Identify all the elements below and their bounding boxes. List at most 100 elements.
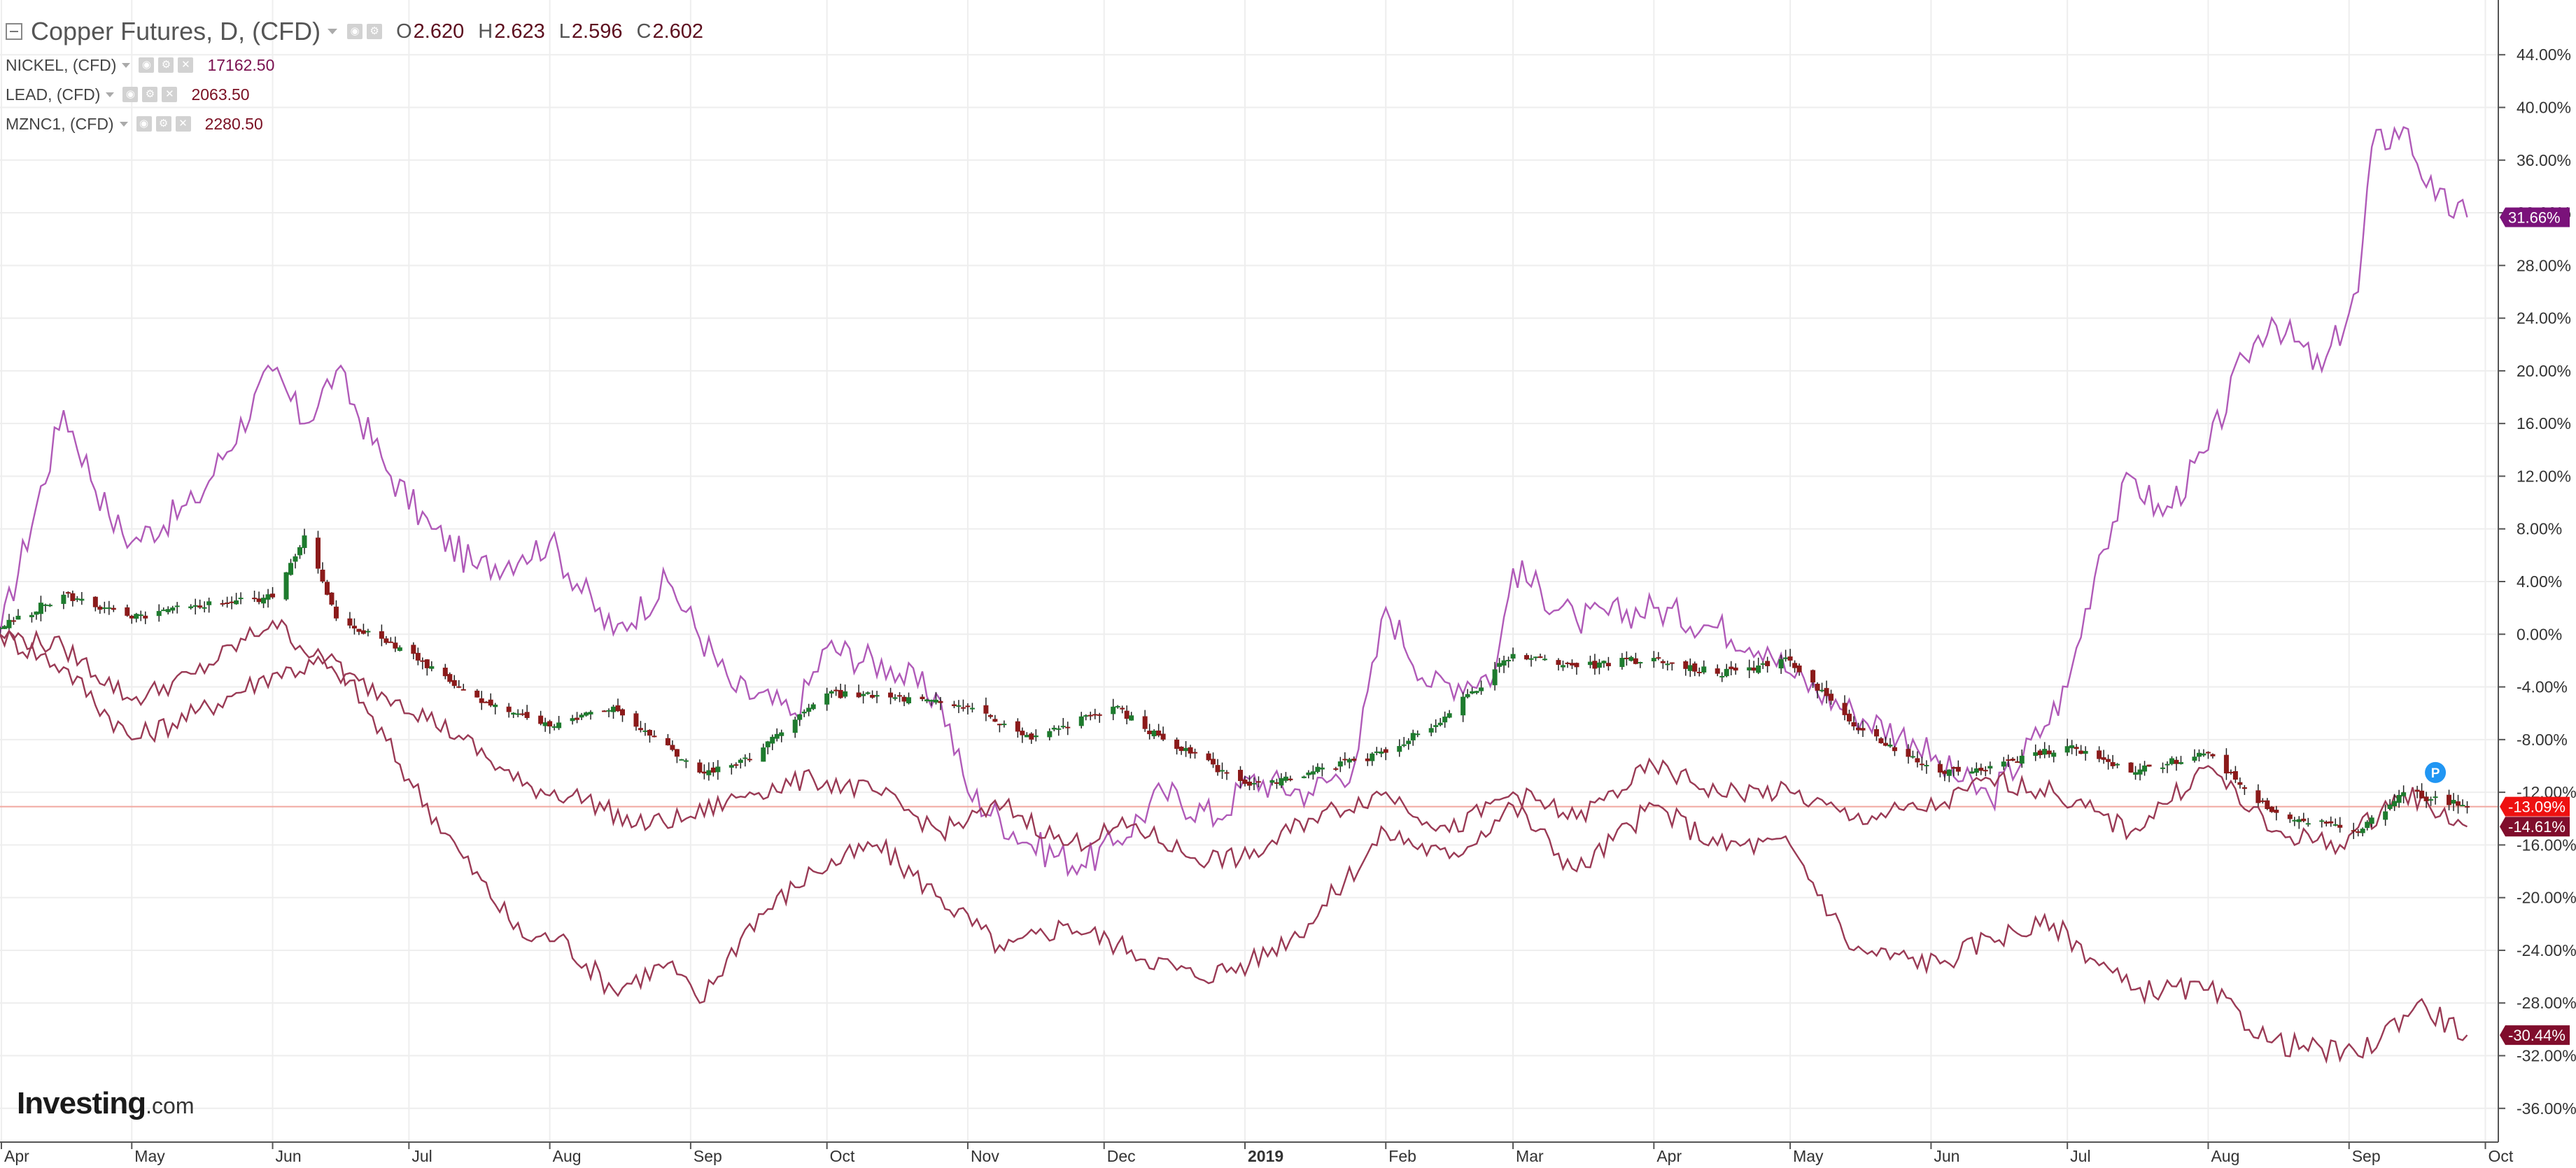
y-tick-label: 40.00%	[2517, 99, 2571, 117]
candle-body	[2015, 761, 2020, 763]
gear-icon[interactable]: ⚙	[367, 24, 383, 39]
candle-body	[1188, 747, 1193, 754]
candle-body	[206, 601, 212, 605]
candle-body	[1120, 708, 1125, 710]
candle-body	[79, 598, 85, 601]
candle-body	[2201, 753, 2207, 756]
x-tick-label: Mar	[1516, 1147, 1544, 1165]
x-tick-label: Oct	[2488, 1147, 2513, 1165]
candle-body	[2419, 790, 2425, 798]
candle-body	[906, 697, 912, 703]
candle-body	[1987, 766, 1993, 769]
candle-body	[6, 619, 12, 628]
series-line-mznc1	[0, 619, 2468, 870]
candle-body	[2241, 787, 2247, 789]
eye-icon[interactable]: ◉	[136, 116, 152, 132]
close-icon[interactable]: ✕	[175, 116, 191, 132]
svg-text:31.66%: 31.66%	[2508, 209, 2561, 226]
candle-body	[365, 631, 371, 633]
candle-body	[874, 695, 880, 697]
candle-body	[2033, 752, 2039, 757]
grid	[0, 0, 2498, 1142]
candle-body	[647, 730, 652, 736]
candle-body	[801, 711, 807, 714]
candle-body	[1288, 778, 1293, 780]
candle-body	[856, 692, 861, 698]
candle-body	[2205, 752, 2211, 754]
x-tick-label: Aug	[2211, 1147, 2239, 1165]
close-icon[interactable]: ✕	[178, 57, 194, 73]
series-line-lead	[0, 629, 2468, 1064]
y-axis-ticks[interactable]: 44.00%40.00%36.00%32.00%28.00%24.00%20.0…	[2498, 45, 2576, 1118]
candle-body	[283, 572, 289, 600]
candle-body	[960, 707, 966, 709]
candle-body	[665, 738, 670, 745]
gear-icon[interactable]: ⚙	[142, 87, 158, 102]
candle-body	[2456, 801, 2461, 806]
collapse-icon[interactable]	[6, 23, 22, 40]
gear-icon[interactable]: ⚙	[158, 57, 174, 73]
legend-symbol-nickel[interactable]: NICKEL, (CFD)	[6, 55, 117, 74]
pivot-marker-icon[interactable]: P	[2425, 761, 2447, 783]
candle-body	[1337, 761, 1343, 767]
candle-body	[870, 694, 875, 698]
x-tick-label: Jul	[2070, 1147, 2090, 1165]
eye-icon[interactable]: ◉	[347, 24, 363, 39]
candle-body	[1851, 722, 1857, 727]
close-icon[interactable]: ✕	[162, 87, 178, 102]
candle-body	[2365, 822, 2370, 829]
candle-body	[538, 715, 544, 724]
logo-text: Investing	[17, 1086, 146, 1120]
x-tick-label: Dec	[1107, 1147, 1136, 1165]
candle-body	[143, 615, 148, 619]
candle-body	[397, 647, 402, 652]
candle-body	[2237, 782, 2243, 785]
badge-copper-futures: -13.09%	[2500, 796, 2570, 817]
candle-body	[1856, 727, 1861, 731]
candle-body	[2319, 820, 2325, 822]
candle-body	[383, 638, 389, 643]
candle-body	[1060, 726, 1066, 728]
gear-icon[interactable]: ⚙	[155, 116, 171, 132]
candle-body	[797, 714, 803, 720]
candle-body	[1156, 730, 1162, 736]
candle-body	[1433, 725, 1439, 727]
candle-body	[2064, 746, 2070, 753]
candle-body	[1428, 728, 1434, 733]
candle-body	[2301, 818, 2307, 822]
candle-body	[2133, 772, 2139, 775]
candle-body	[1379, 751, 1384, 754]
eye-icon[interactable]: ◉	[139, 57, 155, 73]
eye-icon[interactable]: ◉	[122, 87, 139, 102]
candle-body	[1624, 657, 1629, 659]
y-tick-label: -8.00%	[2517, 731, 2568, 749]
caret-down-icon[interactable]	[106, 92, 115, 97]
legend-tools-mznc1: ◉ ⚙ ✕	[136, 116, 191, 132]
candle-body	[134, 614, 139, 619]
candle-body	[1192, 752, 1198, 754]
candle-body	[2260, 800, 2265, 802]
legend-main-symbol[interactable]: Copper Futures, D, (CFD)	[31, 17, 321, 45]
legend-symbol-lead[interactable]: LEAD, (CFD)	[6, 85, 101, 104]
caret-down-icon[interactable]	[122, 62, 131, 68]
caret-down-icon[interactable]	[119, 121, 128, 127]
candle-body	[774, 733, 780, 739]
candle-body	[619, 709, 625, 716]
candle-body	[652, 736, 657, 738]
candle-body	[420, 660, 425, 662]
caret-down-icon[interactable]	[328, 29, 338, 34]
candle-body	[347, 618, 353, 626]
logo-suffix: .com	[146, 1093, 195, 1118]
x-tick-label: May	[134, 1147, 165, 1165]
x-axis-ticks[interactable]: Apr May Jun Jul Aug Sep Oct Nov Dec 2019 Feb Mar Apr…	[1, 1142, 2514, 1165]
candle-body	[1715, 668, 1720, 674]
candle-body	[1605, 663, 1611, 666]
candle-body	[1147, 731, 1153, 735]
candle-body	[202, 607, 207, 609]
candle-body	[1065, 726, 1071, 729]
x-tick-label: Apr	[1656, 1147, 1682, 1165]
candle-body	[1246, 781, 1252, 786]
legend-symbol-mznc1[interactable]: MZNC1, (CFD)	[6, 114, 114, 133]
